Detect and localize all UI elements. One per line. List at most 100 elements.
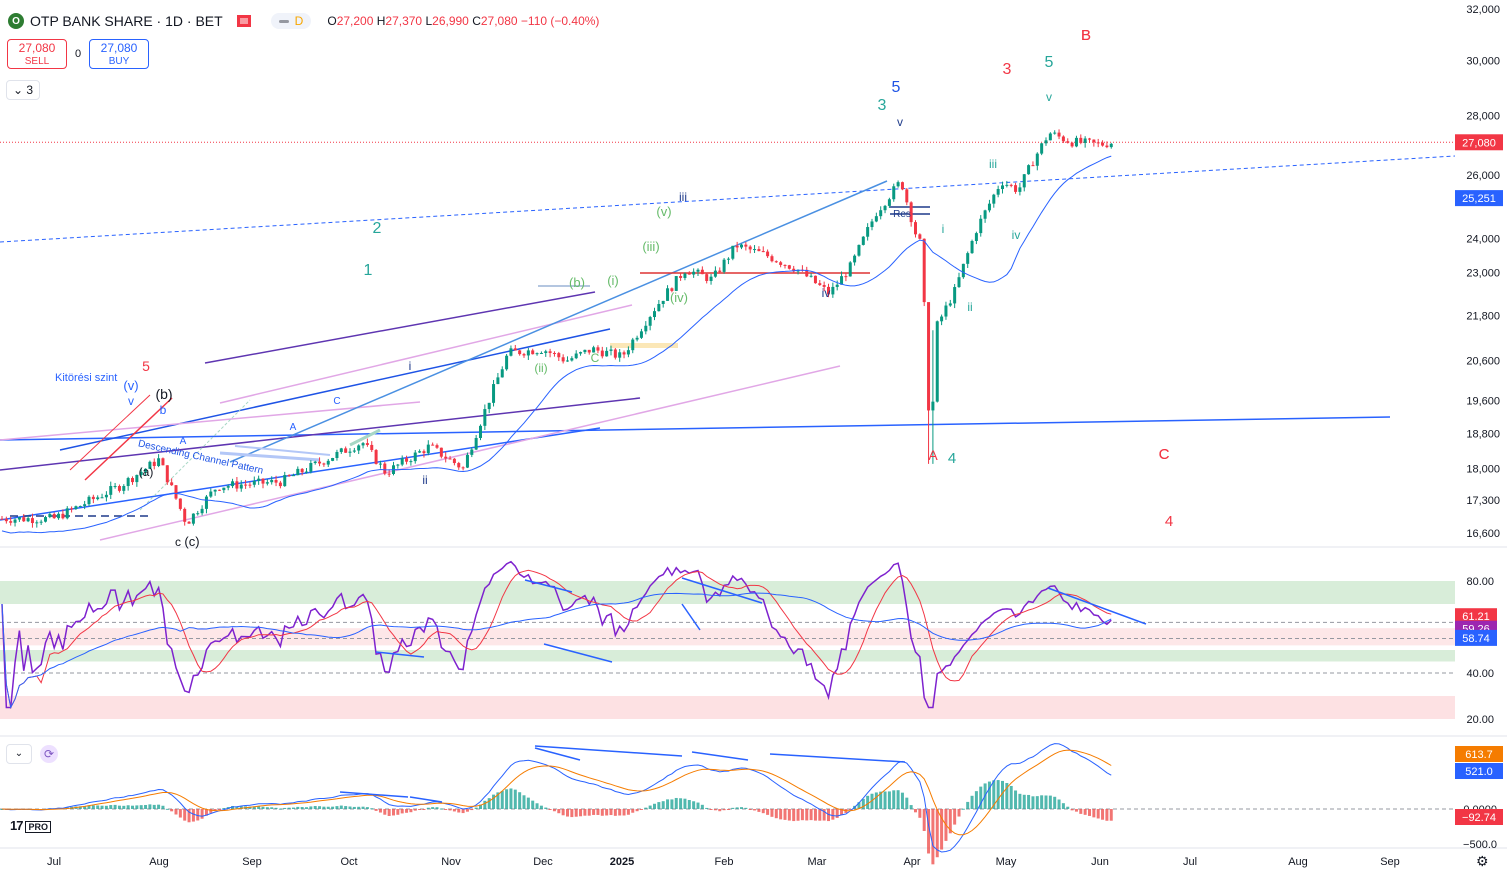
macd-histogram-bar: [700, 804, 704, 809]
symbol-title[interactable]: OTP BANK SHARE · 1D · BET: [30, 13, 223, 29]
macd-histogram-bar: [992, 780, 996, 809]
macd-histogram-bar: [927, 809, 931, 854]
macd-histogram-bar: [722, 809, 726, 811]
candle-body: [1040, 143, 1044, 154]
candle-body: [539, 352, 543, 354]
candle-body: [500, 369, 504, 378]
price-tick-label: 16,600: [1466, 528, 1500, 540]
pattern-band: [234, 445, 331, 456]
candle-body: [174, 485, 178, 499]
chevron-down-icon[interactable]: ⌄: [6, 744, 32, 764]
macd-histogram-bar: [1040, 795, 1044, 809]
macd-histogram-bar: [1083, 809, 1087, 815]
macd-value-label: −92.74: [1462, 812, 1496, 824]
macd-histogram-bar: [1035, 796, 1039, 809]
candle-body: [674, 276, 678, 291]
candle-body: [996, 189, 1000, 195]
rsi-line: [1, 560, 1112, 709]
rsi-value-label: 58.74: [1462, 633, 1490, 645]
macd-histogram-bar: [718, 809, 722, 812]
macd-histogram-bar: [448, 809, 452, 811]
macd-histogram-bar: [148, 804, 152, 809]
macd-divergence-line: [409, 796, 443, 803]
candle-body: [787, 265, 791, 269]
candle-body: [731, 245, 735, 259]
macd-histogram-bar: [91, 805, 95, 809]
buy-button[interactable]: 27,080 BUY: [89, 39, 149, 69]
macd-histogram-bar: [218, 809, 221, 810]
price-tick-label: 26,000: [1466, 170, 1500, 182]
macd-histogram-bar: [313, 805, 317, 809]
candle-body: [383, 463, 387, 474]
candle-body: [91, 496, 95, 500]
macd-histogram-bar: [827, 809, 830, 822]
macd-histogram-bar: [644, 807, 648, 809]
gear-icon[interactable]: ⚙: [1476, 853, 1489, 869]
rsi-divergence-line: [1047, 587, 1147, 625]
candle-body: [757, 249, 761, 252]
wave-label: v: [1046, 90, 1052, 104]
macd-histogram-bar: [370, 808, 374, 810]
macd-histogram-bar: [840, 809, 844, 816]
candle-body: [26, 518, 30, 522]
rsi-ma-line: [1, 569, 1112, 710]
candle-body: [961, 263, 965, 278]
macd-histogram-bar: [831, 809, 835, 820]
macd-histogram-bar: [83, 806, 87, 809]
channel-line: [204, 291, 596, 364]
candle-body: [96, 497, 100, 500]
candle-body: [892, 186, 896, 200]
candle-body: [365, 443, 369, 445]
sell-button[interactable]: 27,080 SELL: [7, 39, 67, 69]
macd-histogram-bar: [657, 802, 661, 809]
time-tick-label: Jun: [1091, 856, 1109, 868]
candle-body: [122, 486, 126, 491]
candle-body: [744, 244, 748, 247]
macd-histogram-bar: [1048, 795, 1052, 809]
macd-histogram-bar: [631, 809, 635, 813]
wave-label: (a): [139, 465, 154, 479]
macd-histogram-bar: [378, 809, 382, 813]
macd-histogram-bar: [779, 809, 783, 820]
macd-histogram-bar: [204, 809, 208, 816]
macd-histogram-bar: [979, 786, 983, 809]
candle-body: [609, 349, 613, 351]
time-tick-label: Sep: [242, 856, 262, 868]
trendline: [229, 180, 888, 463]
macd-histogram-bar: [318, 806, 322, 809]
candle-body: [104, 494, 108, 498]
candle-body: [1109, 143, 1113, 148]
candle-body: [52, 514, 56, 519]
time-tick-label: 2025: [610, 856, 634, 868]
candle-body: [809, 275, 813, 277]
wave-label: (b): [155, 386, 172, 402]
candle-body: [265, 482, 269, 484]
candle-body: [474, 437, 478, 450]
price-tick-label: 32,000: [1466, 4, 1500, 16]
symbol-logo-icon: O: [8, 13, 24, 29]
price-tick-label: 28,000: [1466, 111, 1500, 123]
candle-body: [622, 352, 626, 355]
data-status-pill[interactable]: D: [270, 13, 312, 29]
macd-histogram-bar: [374, 809, 378, 811]
refresh-icon[interactable]: ⟳: [40, 745, 58, 763]
candle-body: [357, 445, 361, 451]
macd-histogram-bar: [918, 809, 922, 818]
channel-line: [99, 365, 841, 541]
macd-histogram-bar: [483, 800, 487, 809]
indicators-collapse-button[interactable]: ⌄ 3: [6, 80, 41, 100]
macd-histogram-bar: [896, 790, 900, 809]
candle-body: [761, 251, 765, 253]
macd-value-label-bg: [1455, 763, 1503, 779]
wave-label: B: [1081, 27, 1091, 44]
time-tick-label: Jul: [47, 856, 61, 868]
candle-body: [126, 478, 130, 487]
rsi-divergence-line: [681, 603, 701, 631]
symbol-legend[interactable]: O OTP BANK SHARE · 1D · BET D O27,200 H2…: [8, 13, 599, 29]
candle-body: [213, 489, 217, 492]
tradingview-logo-icon[interactable]: 17 PRO: [10, 818, 51, 833]
macd-histogram-bar: [122, 805, 126, 809]
macd-divergence-line: [339, 791, 409, 798]
candle-body: [522, 354, 526, 356]
